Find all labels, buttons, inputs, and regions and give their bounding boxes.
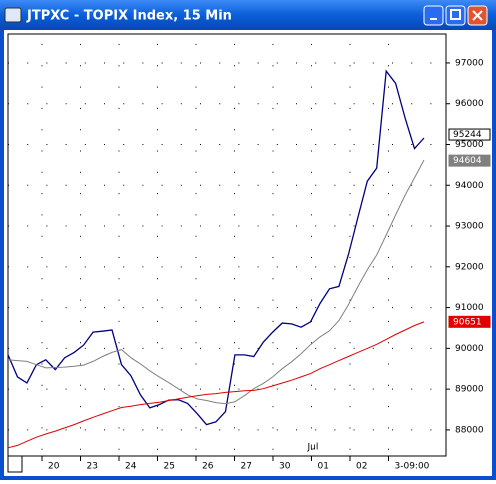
y-tick-label: 96000 <box>455 99 484 109</box>
y-tick-label: 97000 <box>455 58 484 68</box>
month-label: Jul <box>307 443 319 453</box>
scroll-box[interactable] <box>7 455 23 473</box>
x-tick-label: 24 <box>125 462 137 472</box>
minimize-button[interactable] <box>423 5 444 26</box>
close-icon <box>472 10 483 21</box>
series-line <box>7 321 425 449</box>
y-tick-label: 95000 <box>455 140 484 150</box>
last-value-label: 94604 <box>453 156 482 166</box>
y-tick-label: 92000 <box>455 262 484 272</box>
title-bar <box>0 0 496 30</box>
x-tick-label: 3-09:00 <box>395 462 430 472</box>
x-tick-label: 02 <box>356 462 367 472</box>
y-tick-label: 91000 <box>455 303 484 313</box>
last-value-box <box>448 128 491 141</box>
app-icon <box>4 7 22 23</box>
x-tick-label: 30 <box>279 462 291 472</box>
y-tick-label: 94000 <box>455 181 484 191</box>
last-value-label: 95244 <box>453 130 482 140</box>
minimize-icon <box>430 18 437 20</box>
x-tick-label: 27 <box>241 462 252 472</box>
x-tick-label: 25 <box>164 462 175 472</box>
maximize-button[interactable] <box>445 5 466 26</box>
x-tick-label: 01 <box>318 462 329 472</box>
window-title: JTPXC - TOPIX Index, 15 Min <box>26 9 232 24</box>
y-tick-label: 93000 <box>455 222 484 232</box>
x-tick-label: 20 <box>48 462 60 472</box>
x-tick-label: 23 <box>87 462 98 472</box>
series-line <box>7 69 425 426</box>
x-tick-label: 26 <box>202 462 214 472</box>
series-line <box>7 159 425 405</box>
y-tick-label: 89000 <box>455 385 484 395</box>
maximize-icon <box>450 9 461 20</box>
last-value-box <box>448 154 491 167</box>
y-tick-label: 88000 <box>455 425 484 435</box>
last-value-box <box>448 315 491 328</box>
last-value-label: 90651 <box>453 317 482 327</box>
y-tick-label: 90000 <box>455 344 484 354</box>
